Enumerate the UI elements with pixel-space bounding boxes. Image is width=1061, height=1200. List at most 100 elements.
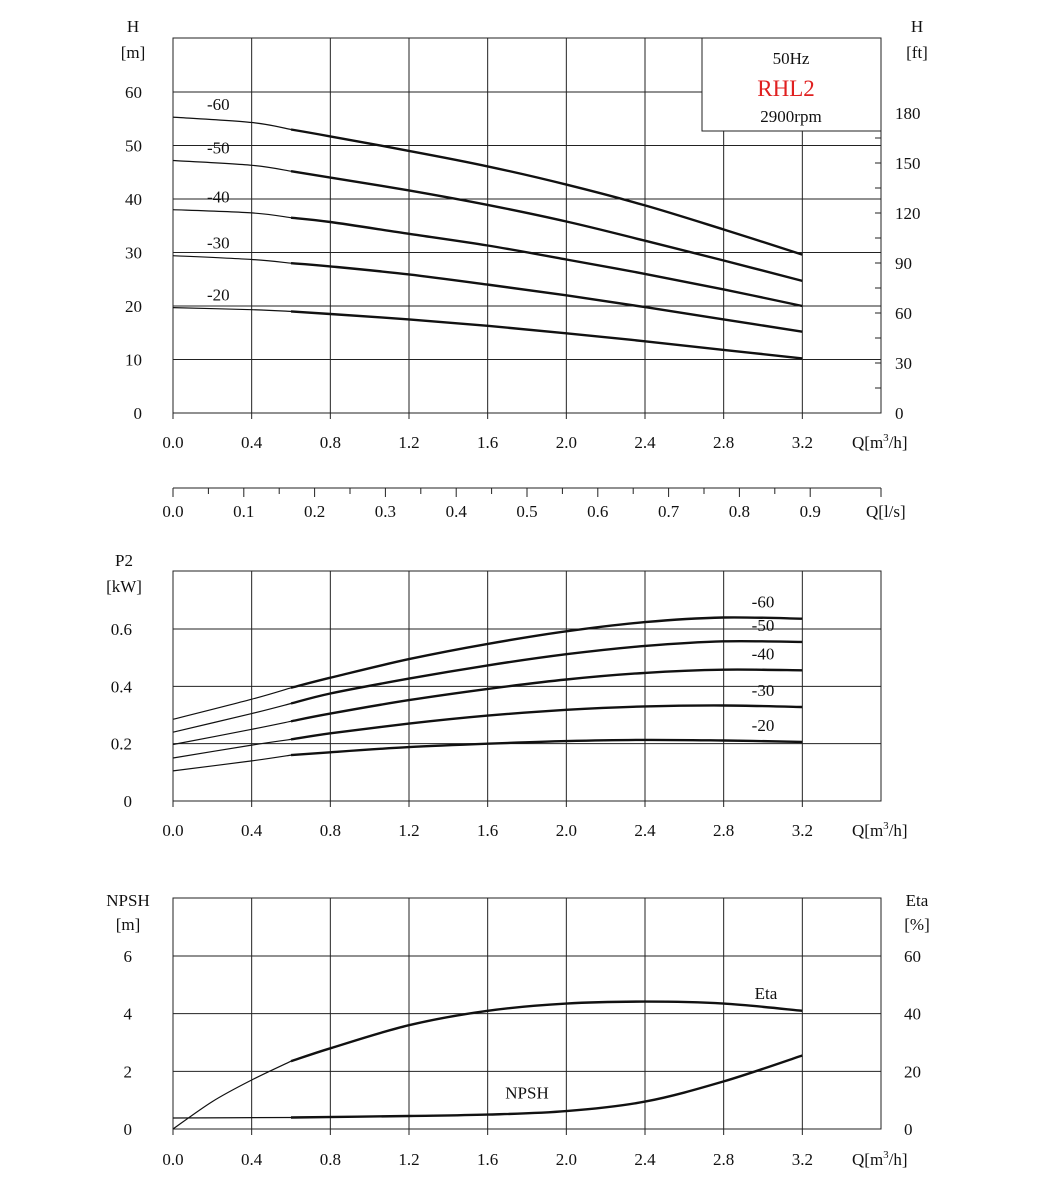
lps-tick-label: 0.1 xyxy=(233,502,254,521)
power-x-tick-label: 1.6 xyxy=(477,821,498,840)
eta-series-label: Eta xyxy=(755,984,778,1003)
npsh-x-tick-label: 2.4 xyxy=(634,1150,656,1169)
power-x-tick-label: 0.0 xyxy=(162,821,183,840)
lps-tick-label: 0.7 xyxy=(658,502,680,521)
npsh-ylabel: NPSH xyxy=(106,891,149,910)
head-chart: 0.0 0.4 0.8 1.2 1.6 2.0 2.4 2.8 3.2 0 10 20 30 40 50 60… xyxy=(121,17,928,452)
head-series-label: -20 xyxy=(207,286,230,305)
head-series-curve-thin xyxy=(172,209,292,219)
head-y-tick-label: 50 xyxy=(125,137,142,156)
npsh-y-tick-label: 0 xyxy=(124,1120,133,1139)
npsh-x-tick-label: 3.2 xyxy=(792,1150,813,1169)
power-series-label: -40 xyxy=(752,644,775,663)
head-plot-frame xyxy=(172,37,882,414)
legend-frequency: 50Hz xyxy=(773,49,810,68)
lps-tick-label: 0.2 xyxy=(304,502,325,521)
head-series-curve-thin xyxy=(172,307,292,312)
legend-box xyxy=(701,37,882,132)
power-series-label: -30 xyxy=(752,681,775,700)
npsh-y-tick-label: 4 xyxy=(124,1005,133,1024)
power-series-curve-thin xyxy=(172,754,292,772)
npsh-ylabel-unit: [m] xyxy=(116,915,141,934)
head-y-tick-label: 20 xyxy=(125,297,142,316)
lps-tick-label: 0.4 xyxy=(446,502,468,521)
head-ylabel-right: H xyxy=(911,17,923,36)
head-ylabel-left: H xyxy=(127,17,139,36)
head-series-label: -60 xyxy=(207,95,230,114)
legend-speed: 2900rpm xyxy=(760,107,821,126)
head-y-tick-label: 40 xyxy=(125,190,142,209)
eta-series-curve xyxy=(290,1000,803,1063)
head-series-curve xyxy=(290,262,803,333)
power-series-curve-thin xyxy=(172,687,292,720)
npsh-y-tick-label: 6 xyxy=(124,947,133,966)
power-series-curve-thin xyxy=(172,702,292,733)
head-x-tick-label: 0.4 xyxy=(241,433,263,452)
npsh-xlabel: Q[m3/h] xyxy=(852,1149,908,1169)
head-x-tick-label: 2.0 xyxy=(556,433,577,452)
lps-tick-label: 0.8 xyxy=(729,502,750,521)
flow-lps-axis: 0.0 0.1 0.2 0.3 0.4 0.5 0.6 0.7 0.8 0.9 Q[l/s] xyxy=(162,487,906,521)
power-x-tick-label: 3.2 xyxy=(792,821,813,840)
head-x-tick-label: 2.8 xyxy=(713,433,734,452)
head-x-tick-label: 3.2 xyxy=(792,433,813,452)
power-ylabel-unit: [kW] xyxy=(106,577,142,596)
eta-y-tick-label: 0 xyxy=(904,1120,913,1139)
power-series-curve xyxy=(290,668,803,723)
power-series-curve xyxy=(290,616,803,689)
power-y-tick-label: 0 xyxy=(124,792,133,811)
head-y-tick-label: 30 xyxy=(125,244,142,263)
npsh-x-tick-label: 0.4 xyxy=(241,1150,263,1169)
power-y-tick-label: 0.6 xyxy=(111,620,132,639)
npsh-x-tick-label: 1.6 xyxy=(477,1150,498,1169)
head-series-curve-thin xyxy=(172,159,292,172)
npsh-series-label: NPSH xyxy=(505,1084,548,1103)
power-series-label: -50 xyxy=(752,616,775,635)
npsh-x-tick-label: 1.2 xyxy=(398,1150,419,1169)
lps-tick-label: 0.3 xyxy=(375,502,396,521)
head-x-tick-label: 0.0 xyxy=(162,433,183,452)
power-x-tick-label: 1.2 xyxy=(398,821,419,840)
head-right-tick-label: 60 xyxy=(895,304,912,323)
power-xlabel: Q[m3/h] xyxy=(852,820,908,840)
head-x-tick-label: 1.2 xyxy=(398,433,419,452)
eta-y-tick-label: 20 xyxy=(904,1062,921,1081)
power-y-tick-label: 0.2 xyxy=(111,735,132,754)
power-x-tick-label: 2.4 xyxy=(634,821,656,840)
power-series-curve xyxy=(290,738,803,757)
lps-xlabel: Q[l/s] xyxy=(866,502,906,521)
head-right-tick-label: 180 xyxy=(895,104,921,123)
lps-tick-label: 0.0 xyxy=(162,502,183,521)
power-series-label: -60 xyxy=(752,593,775,612)
eta-ylabel-unit: [%] xyxy=(904,915,929,934)
head-right-tick-label: 120 xyxy=(895,204,921,223)
head-series-curve-thin xyxy=(172,255,292,264)
power-series-label: -20 xyxy=(752,716,775,735)
npsh-x-tick-label: 0.0 xyxy=(162,1150,183,1169)
lps-tick-label: 0.5 xyxy=(516,502,537,521)
head-series-curve xyxy=(290,310,803,360)
legend-model: RHL2 xyxy=(757,76,815,101)
npsh-series-curve-thin xyxy=(172,1116,292,1119)
head-xlabel: Q[m3/h] xyxy=(852,432,908,452)
npsh-eta-chart: 0.0 0.4 0.8 1.2 1.6 2.0 2.4 2.8 3.202460204060NP… xyxy=(106,891,929,1169)
head-y-tick-label: 10 xyxy=(125,351,142,370)
power-ylabel: P2 xyxy=(115,551,133,570)
lps-tick-label: 0.9 xyxy=(800,502,821,521)
eta-ylabel: Eta xyxy=(906,891,929,910)
npsh-series-curve xyxy=(290,1054,803,1119)
power-x-tick-label: 2.0 xyxy=(556,821,577,840)
head-right-tick-label: 0 xyxy=(895,404,904,423)
head-y-tick-label: 0 xyxy=(134,404,143,423)
power-y-tick-label: 0.4 xyxy=(111,677,133,696)
head-ylabel-left-unit: [m] xyxy=(121,43,146,62)
power-series-curve xyxy=(290,704,803,741)
head-x-tick-label: 2.4 xyxy=(634,433,656,452)
head-right-tick-label: 30 xyxy=(895,354,912,373)
head-series-curve xyxy=(290,216,803,308)
npsh-y-tick-label: 2 xyxy=(124,1062,133,1081)
head-x-tick-label: 0.8 xyxy=(320,433,341,452)
eta-y-tick-label: 40 xyxy=(904,1005,921,1024)
power-x-tick-label: 0.8 xyxy=(320,821,341,840)
